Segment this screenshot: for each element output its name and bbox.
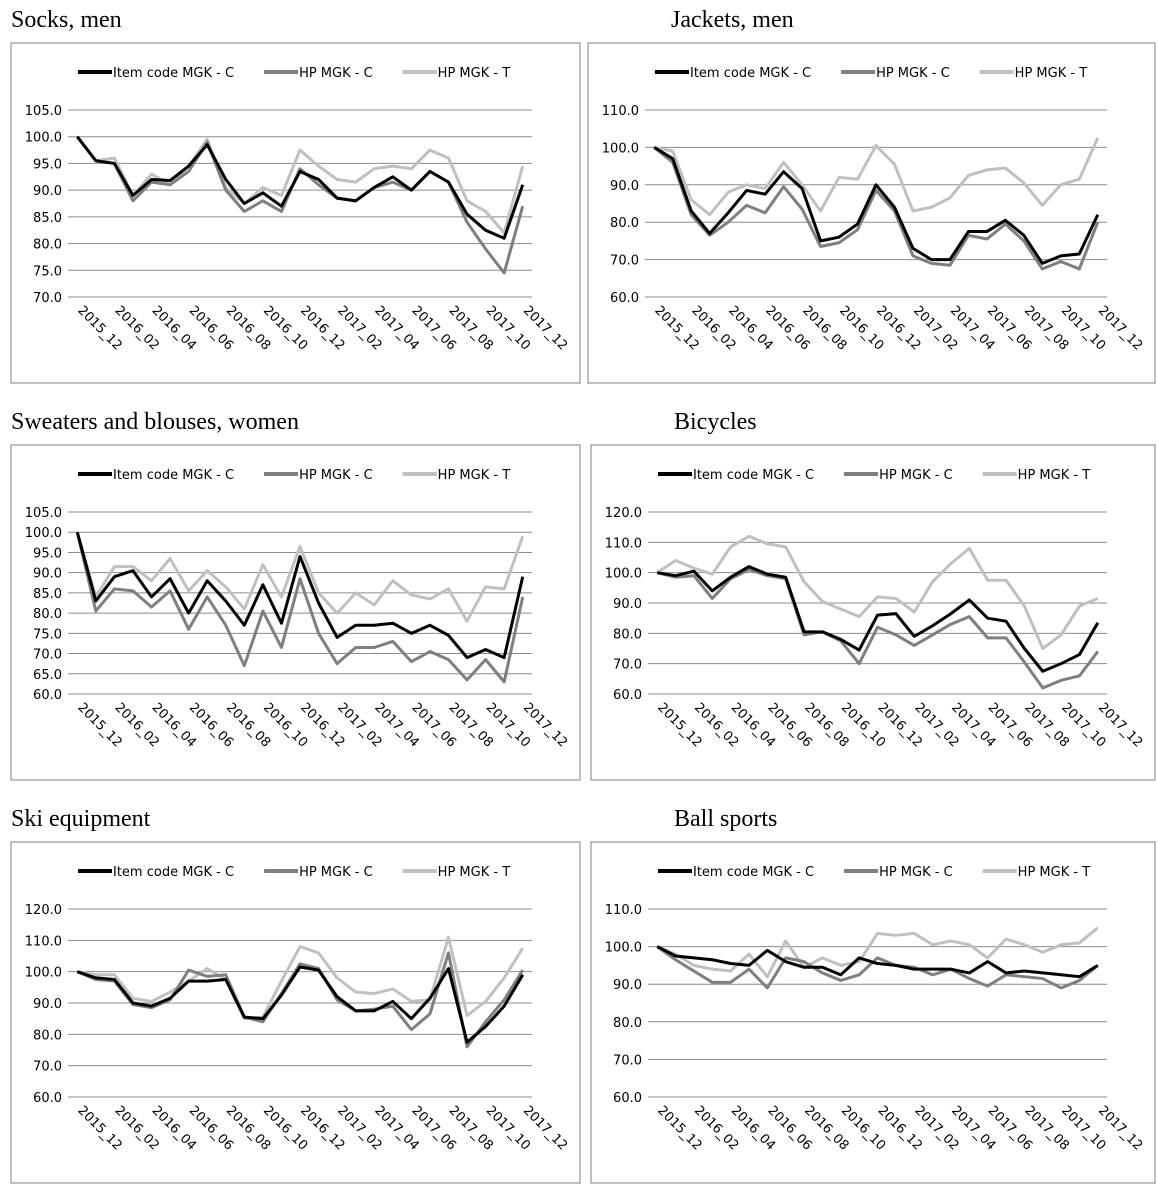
- y-tick-label: 105.0: [25, 506, 62, 521]
- series-line: [653, 137, 1100, 217]
- series-line: [75, 531, 525, 684]
- y-tick-label: 85.0: [33, 211, 62, 226]
- y-tick-label: 100.0: [605, 567, 642, 582]
- y-tick-label: 75.0: [33, 627, 62, 642]
- y-tick-label: 60.0: [33, 1091, 62, 1106]
- chart-frame: [587, 42, 1156, 384]
- y-tick-label: 70.0: [610, 254, 639, 269]
- series-line: [76, 965, 525, 1044]
- legend-label: HP MGK - T: [438, 66, 511, 81]
- y-tick-label: 60.0: [613, 688, 642, 703]
- series-line: [76, 135, 525, 275]
- chart-title: Ball sports: [674, 806, 777, 832]
- chart-title: Socks, men: [11, 7, 122, 33]
- series-line: [656, 534, 1099, 650]
- legend-label: HP MGK - C: [876, 66, 950, 81]
- y-tick-label: 70.0: [33, 648, 62, 663]
- y-tick-label: 110.0: [605, 903, 642, 918]
- legend-label: HP MGK - T: [438, 468, 511, 483]
- y-tick-label: 80.0: [613, 627, 642, 642]
- y-tick-label: 90.0: [33, 997, 62, 1012]
- y-tick-label: 95.0: [33, 157, 62, 172]
- y-tick-label: 110.0: [605, 536, 642, 551]
- series-line: [656, 945, 1099, 979]
- series-line: [76, 135, 525, 240]
- y-tick-label: 70.0: [33, 291, 62, 306]
- y-tick-label: 95.0: [33, 546, 62, 561]
- y-tick-label: 100.0: [25, 966, 62, 981]
- y-tick-label: 90.0: [33, 567, 62, 582]
- legend-label: Item code MGK - C: [690, 66, 811, 81]
- y-tick-label: 90.0: [613, 597, 642, 612]
- chart-title: Ski equipment: [11, 806, 151, 832]
- chart-frame: [590, 444, 1156, 781]
- legend-label: HP MGK - C: [299, 865, 373, 880]
- series-line: [656, 926, 1099, 979]
- y-tick-label: 80.0: [33, 1028, 62, 1043]
- legend-label: Item code MGK - C: [113, 865, 234, 880]
- legend-label: Item code MGK - C: [693, 468, 814, 483]
- y-tick-label: 60.0: [33, 688, 62, 703]
- series-line: [76, 951, 524, 1049]
- y-tick-label: 100.0: [605, 941, 642, 956]
- y-tick-label: 70.0: [613, 658, 642, 673]
- legend-label: HP MGK - C: [879, 865, 953, 880]
- y-tick-label: 80.0: [33, 238, 62, 253]
- series-line: [656, 565, 1100, 673]
- y-tick-label: 110.0: [25, 934, 62, 949]
- y-tick-label: 80.0: [613, 1016, 642, 1031]
- y-tick-label: 90.0: [613, 978, 642, 993]
- legend-label: HP MGK - C: [299, 468, 373, 483]
- y-tick-label: 120.0: [605, 506, 642, 521]
- y-tick-label: 80.0: [33, 607, 62, 622]
- series-line: [77, 935, 524, 1021]
- y-tick-label: 120.0: [25, 903, 62, 918]
- y-tick-label: 70.0: [33, 1060, 62, 1075]
- y-tick-label: 100.0: [602, 141, 639, 156]
- y-tick-label: 85.0: [33, 587, 62, 602]
- series-line: [653, 146, 1100, 265]
- chart-frame: [10, 841, 581, 1184]
- legend-label: HP MGK - T: [438, 865, 511, 880]
- chart-frame: [590, 841, 1156, 1184]
- y-tick-label: 80.0: [610, 216, 639, 231]
- series-line: [76, 135, 525, 235]
- legend-label: HP MGK - C: [879, 468, 953, 483]
- legend-label: HP MGK - T: [1018, 865, 1091, 880]
- legend-label: HP MGK - T: [1015, 66, 1088, 81]
- legend-label: HP MGK - T: [1018, 468, 1091, 483]
- y-tick-label: 60.0: [613, 1091, 642, 1106]
- y-tick-label: 60.0: [610, 291, 639, 306]
- legend-label: Item code MGK - C: [113, 66, 234, 81]
- y-tick-label: 105.0: [25, 104, 62, 119]
- series-line: [75, 531, 525, 660]
- series-line: [75, 531, 525, 623]
- chart-title: Bicycles: [674, 409, 757, 435]
- legend-label: HP MGK - C: [299, 66, 373, 81]
- legend-label: Item code MGK - C: [693, 865, 814, 880]
- y-tick-label: 100.0: [25, 526, 62, 541]
- chart-frame: [10, 42, 581, 384]
- y-tick-label: 65.0: [33, 668, 62, 683]
- y-tick-label: 90.0: [33, 184, 62, 199]
- y-tick-label: 90.0: [610, 179, 639, 194]
- y-tick-label: 70.0: [613, 1053, 642, 1068]
- chart-title: Jackets, men: [671, 7, 794, 33]
- series-line: [656, 568, 1100, 690]
- chart-title: Sweaters and blouses, women: [11, 409, 299, 435]
- series-line: [653, 146, 1100, 271]
- chart-frame: [10, 444, 581, 781]
- y-tick-label: 100.0: [25, 131, 62, 146]
- legend-label: Item code MGK - C: [113, 468, 234, 483]
- y-tick-label: 75.0: [33, 264, 62, 279]
- series-line: [656, 945, 1099, 990]
- y-tick-label: 110.0: [602, 104, 639, 119]
